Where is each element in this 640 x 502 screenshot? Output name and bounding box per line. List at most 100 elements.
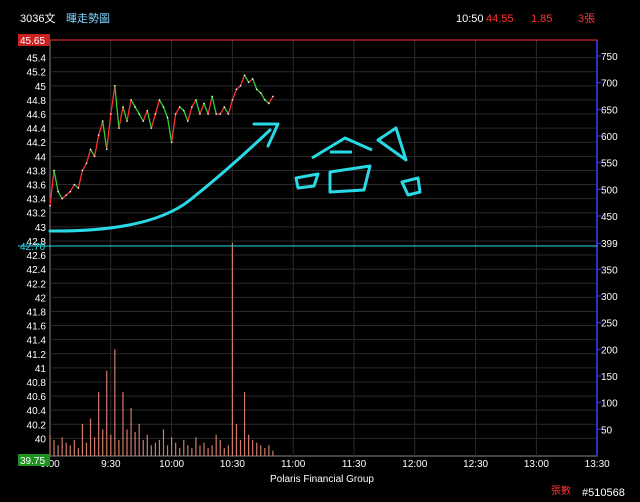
price-tick-label: 44: [35, 152, 47, 163]
price-tick-label: 45.2: [27, 68, 47, 79]
price-point: [85, 162, 88, 165]
price-point: [89, 148, 92, 151]
price-segment: [191, 99, 197, 108]
price-point: [187, 120, 189, 122]
price-segment: [252, 78, 258, 90]
price-segment: [158, 99, 165, 108]
price-point: [158, 99, 161, 101]
price-point: [223, 106, 226, 108]
price-tick-label: 40: [35, 434, 47, 445]
price-segment: [61, 194, 67, 200]
price-segment: [203, 103, 209, 115]
price-segment: [65, 191, 71, 196]
price-point: [73, 183, 76, 186]
price-segment: [236, 85, 241, 90]
price-point: [182, 109, 185, 112]
price-point: [61, 197, 63, 200]
x-tick-label: 9:30: [101, 459, 121, 470]
annotation-scribble: [294, 126, 422, 197]
volume-tick-label: 150: [601, 372, 618, 383]
price-point: [199, 113, 201, 115]
volume-tick-label: 550: [601, 159, 618, 170]
x-tick-label: 13:30: [585, 459, 610, 470]
price-segment: [243, 74, 250, 83]
price-segment: [110, 85, 116, 115]
price-axis: 45.4 45.2 45 44.8 44.6 44.4 44.2 44 43.8 43.6 43.4…: [27, 54, 47, 446]
volume-tick-label: 750: [601, 52, 618, 63]
price-point: [93, 155, 96, 158]
price-point: [170, 141, 173, 144]
price-segment: [256, 88, 262, 94]
price-point: [69, 190, 72, 193]
price-point: [259, 92, 262, 94]
volume-tick-label: 50: [601, 425, 613, 436]
price-point: [247, 81, 250, 84]
price-segment: [134, 106, 140, 115]
price-tick-label: 41.4: [27, 336, 47, 347]
price-segment: [77, 170, 84, 189]
price-tick-label: 45.4: [27, 54, 47, 65]
price-segment: [93, 135, 100, 157]
price-segment: [81, 163, 88, 171]
volume-tick-label: 300: [601, 292, 618, 303]
header-volume: 3張: [578, 12, 595, 25]
x-tick-label: 10:00: [159, 459, 184, 470]
price-point: [101, 120, 104, 122]
price-point: [142, 120, 145, 122]
price-segment: [122, 106, 128, 122]
volume-tick-label: 200: [601, 345, 618, 356]
price-segment: [170, 113, 177, 143]
price-tick-label: 42: [35, 293, 47, 304]
stock-code: 3036文: [20, 11, 55, 25]
price-segment: [53, 170, 59, 192]
price-point: [166, 116, 169, 119]
price-point: [138, 113, 140, 115]
price-tick-label: 42.6: [27, 251, 47, 262]
volume-tick-label: 500: [601, 185, 618, 196]
low-price-badge: [18, 454, 50, 466]
price-point: [126, 120, 128, 122]
price-segment: [73, 184, 79, 189]
price-segment: [199, 103, 205, 115]
price-segment: [118, 106, 124, 129]
price-point: [65, 194, 68, 196]
price-segment: [268, 96, 274, 104]
price-point: [215, 113, 217, 115]
price-tick-label: 42.8: [27, 237, 47, 248]
price-segment: [69, 184, 75, 192]
price-segment: [146, 110, 152, 129]
price-point: [146, 109, 149, 112]
price-tick-label: 44.6: [27, 110, 47, 121]
price-segment: [179, 106, 185, 111]
volume-axis: 750 700 650 600 550 500 450 399 350 300 250 200 150 1…: [596, 40, 618, 456]
price-point: [154, 113, 157, 115]
price-tick-label: 40.8: [27, 378, 47, 389]
time-axis: 9:00 9:30 10:00 10:30 11:00 11:30 12:00 12:30 13…: [40, 459, 610, 470]
price-tick-label: 44.4: [27, 124, 47, 135]
price-point: [150, 127, 153, 129]
price-point: [264, 99, 266, 101]
price-tick-label: 44.8: [27, 96, 47, 107]
price-point: [268, 102, 270, 105]
price-tick-label: 44.2: [27, 138, 47, 149]
price-segment: [223, 106, 229, 115]
price-segment: [102, 120, 108, 150]
high-price-badge: [18, 34, 50, 46]
price-point: [134, 106, 136, 108]
volume-tick-label: 650: [601, 105, 618, 116]
price-point: [251, 77, 254, 80]
price-point: [77, 187, 80, 189]
price-segment: [183, 110, 189, 122]
price-segment: [49, 170, 55, 206]
price-point: [255, 88, 258, 91]
price-tick-label: 40.4: [27, 406, 47, 417]
price-tick-label: 42.4: [27, 265, 47, 276]
price-tick-label: 41.8: [27, 307, 47, 318]
price-segment: [195, 99, 201, 115]
mid-price-label: 42.70: [20, 242, 45, 253]
footer-company: Polaris Financial Group: [270, 474, 374, 485]
price-line: [49, 74, 274, 207]
price-tick-label: 40.2: [27, 420, 47, 431]
price-tick-label: 42.2: [27, 279, 47, 290]
